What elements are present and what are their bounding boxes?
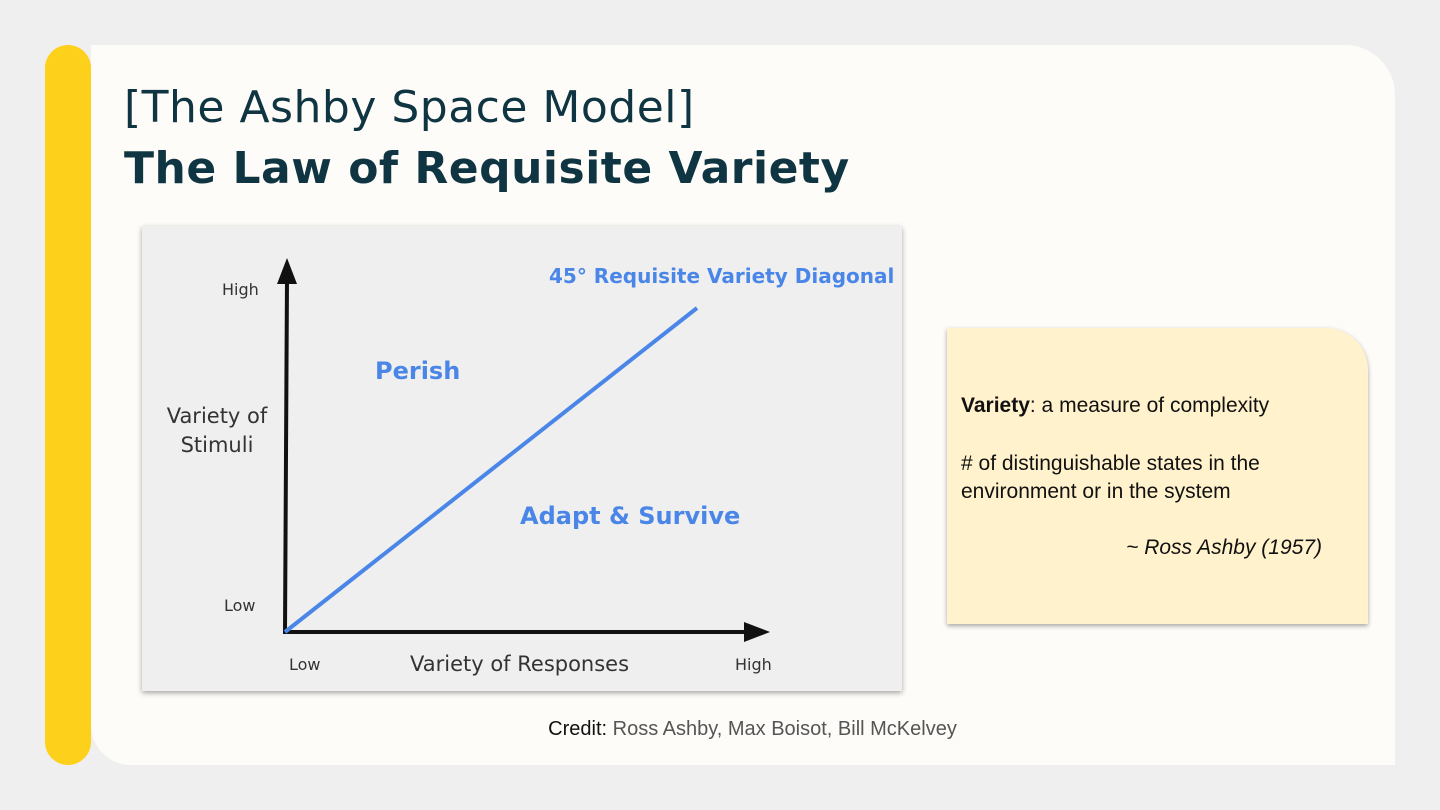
- y-axis-low-label: Low: [224, 596, 256, 615]
- credit-label: Credit:: [548, 718, 608, 740]
- ashby-space-diagram: High Low Variety of Stimuli Low Variety …: [142, 226, 902, 691]
- definition-term: Variety: [961, 394, 1030, 417]
- diagram-canvas: [277, 258, 770, 642]
- credit-line: Credit: Ross Ashby, Max Boisot, Bill McK…: [0, 718, 1440, 741]
- definition-line: Variety: a measure of complexity: [961, 394, 1269, 418]
- x-axis-low-label: Low: [289, 655, 321, 674]
- credit-names: Ross Ashby, Max Boisot, Bill McKelvey: [607, 718, 957, 740]
- definition-description: # of distinguishable states in the envir…: [961, 452, 1260, 503]
- diagonal-label: 45° Requisite Variety Diagonal: [549, 264, 895, 288]
- x-axis-arrowhead: [744, 622, 770, 642]
- definition-citation: ~ Ross Ashby (1957): [1126, 536, 1322, 559]
- region-adapt-survive-label: Adapt & Survive: [520, 502, 741, 530]
- x-axis-title: Variety of Responses: [410, 652, 630, 676]
- y-axis-title: Variety of Stimuli: [166, 404, 268, 457]
- y-axis-line: [283, 277, 289, 633]
- x-axis-high-label: High: [735, 655, 772, 674]
- region-perish-label: Perish: [375, 357, 461, 385]
- y-axis-high-label: High: [222, 280, 259, 299]
- definition-text: : a measure of complexity: [1029, 394, 1270, 417]
- page-title: The Law of Requisite Variety: [124, 143, 850, 194]
- title-subheading: [The Ashby Space Model]: [124, 82, 695, 133]
- y-axis-arrowhead: [277, 258, 297, 284]
- requisite-variety-diagonal: [283, 306, 699, 634]
- variety-definition-note: Variety: a measure of complexity # of di…: [947, 328, 1368, 624]
- accent-bar: [45, 45, 91, 765]
